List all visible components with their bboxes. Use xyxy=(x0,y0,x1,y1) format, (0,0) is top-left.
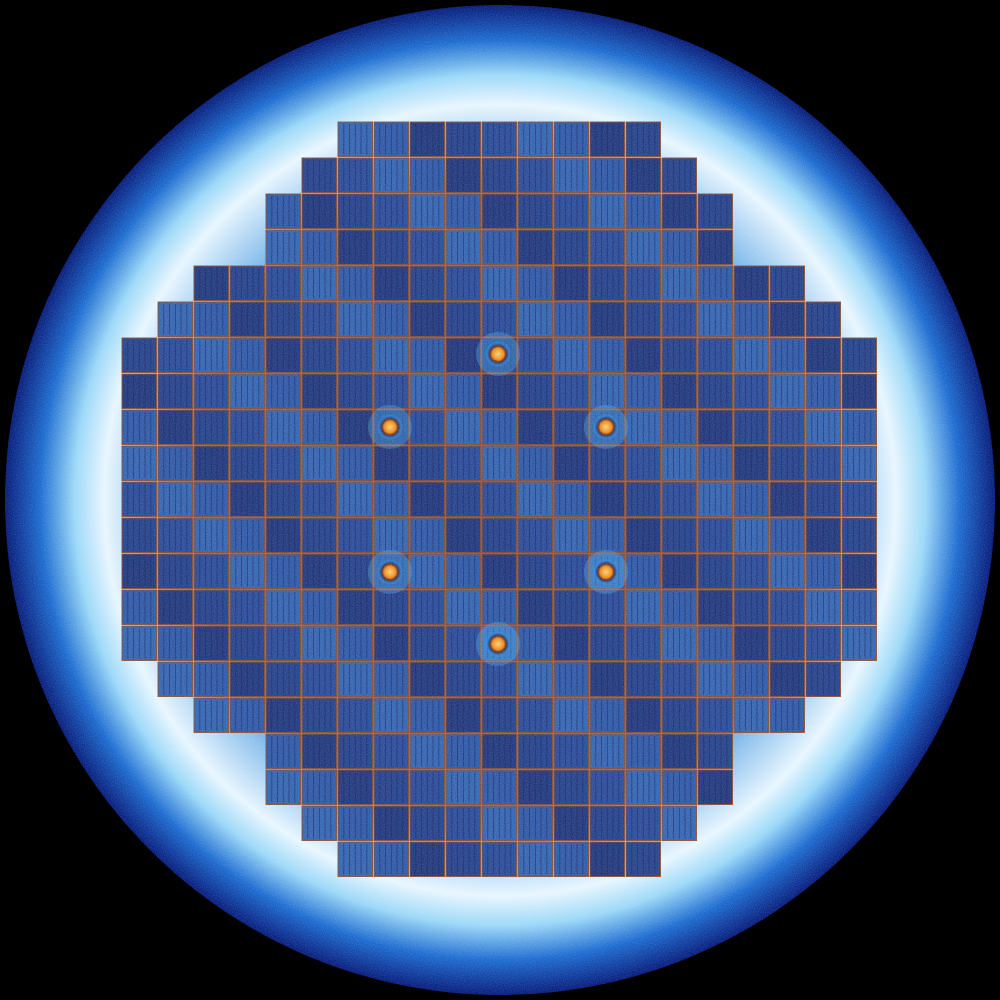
noise-overlay xyxy=(5,5,995,995)
detector-image xyxy=(5,5,995,995)
